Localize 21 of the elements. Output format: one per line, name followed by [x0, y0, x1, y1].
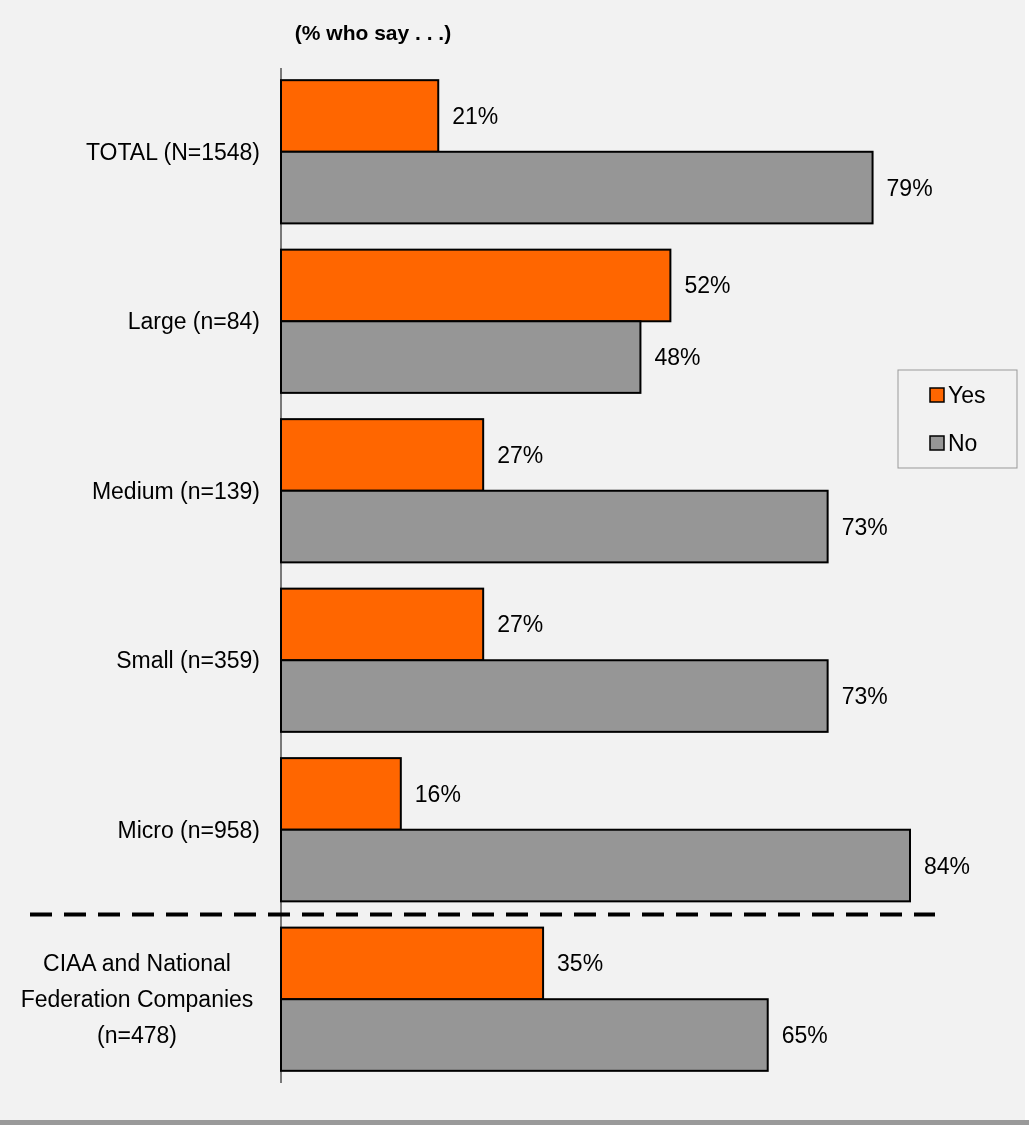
- y-tick-label: Large (n=84): [127, 308, 260, 335]
- chart-title: (% who say . . .): [294, 21, 452, 44]
- data-label: 16%: [414, 780, 461, 807]
- legend-label: No: [948, 430, 978, 456]
- data-label: 65%: [781, 1022, 828, 1049]
- data-label: 52%: [684, 272, 731, 299]
- y-tick-label: CIAA and National Federation Companies (n=478): [20, 950, 254, 1049]
- y-tick-label: Medium (n=139): [91, 477, 260, 504]
- data-label: 84%: [924, 852, 971, 879]
- y-tick-label: Small (n=359): [116, 647, 260, 674]
- data-label: 73%: [841, 683, 888, 710]
- data-label: 35%: [557, 950, 604, 977]
- data-label: 73%: [841, 513, 888, 540]
- data-label: 48%: [654, 344, 701, 371]
- data-label: 21%: [452, 102, 499, 129]
- y-tick-label: TOTAL (N=1548): [85, 138, 260, 165]
- legend-label: Yes: [948, 382, 986, 408]
- data-label: 27%: [497, 441, 544, 468]
- data-label: 27%: [497, 611, 544, 638]
- data-label: 79%: [886, 174, 933, 201]
- y-tick-label: Micro (n=958): [117, 816, 260, 843]
